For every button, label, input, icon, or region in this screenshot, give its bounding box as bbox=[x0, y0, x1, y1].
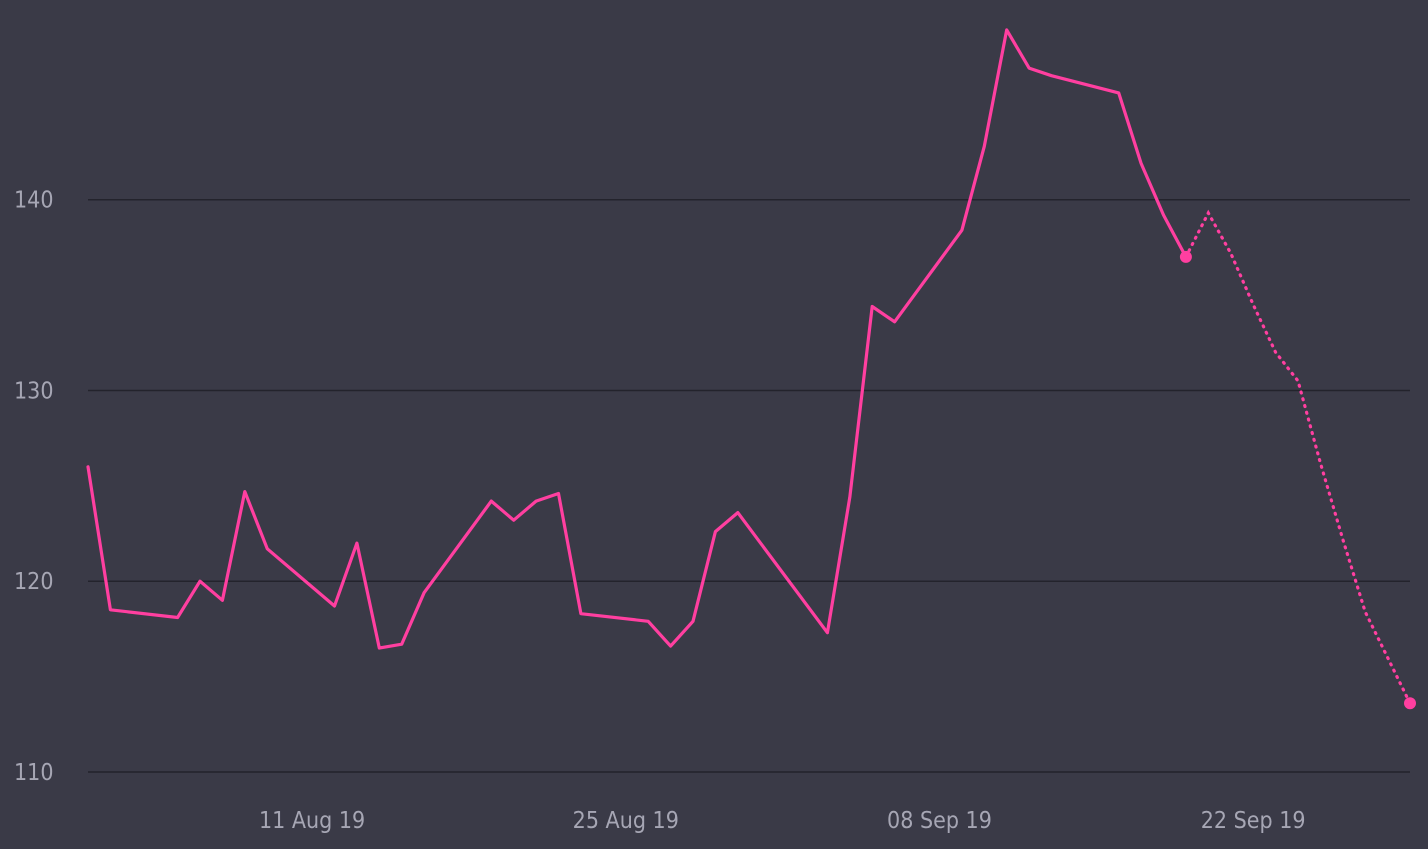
series-layer bbox=[86, 28, 1416, 710]
x-tick-label: 11 Aug 19 bbox=[259, 808, 365, 834]
x-axis-ticks: 11 Aug 19 25 Aug 19 08 Sep 19 22 Sep 19 bbox=[259, 808, 1306, 834]
y-tick-label: 140 bbox=[14, 188, 54, 214]
y-tick-label: 130 bbox=[14, 378, 54, 404]
gridlines bbox=[88, 198, 1410, 773]
series-end-point bbox=[1404, 697, 1416, 710]
x-tick-label: 22 Sep 19 bbox=[1201, 808, 1306, 834]
y-tick-label: 110 bbox=[14, 760, 54, 786]
forecast-series-line bbox=[1184, 209, 1412, 705]
price-series-line bbox=[86, 28, 1188, 650]
y-axis-ticks: 110 120 130 140 bbox=[14, 188, 54, 786]
x-tick-label: 08 Sep 19 bbox=[887, 808, 992, 834]
y-tick-label: 120 bbox=[14, 569, 54, 595]
x-tick-label: 25 Aug 19 bbox=[573, 808, 679, 834]
